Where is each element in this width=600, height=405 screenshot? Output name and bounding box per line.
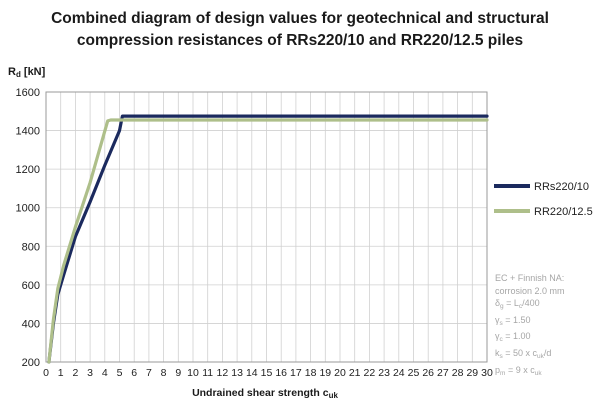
y-tick-label: 200 [22, 357, 40, 369]
chart-title-line-2: compression resistances of RRs220/10 and… [76, 32, 524, 49]
x-tick-label: 28 [452, 367, 464, 379]
x-tick-label: 27 [437, 367, 449, 379]
chart-title: Combined diagram of design values for ge… [0, 8, 600, 52]
y-tick-label: 800 [22, 241, 40, 253]
x-tick-label: 23 [378, 367, 390, 379]
x-axis-label: Undrained shear strength cuk [192, 387, 338, 400]
note-line-6: ks = 50 x cuk/d [495, 347, 552, 360]
x-tick-label: 18 [305, 367, 317, 379]
x-tick-label: 16 [275, 367, 287, 379]
y-axis-label: Rd [kN] [8, 66, 46, 79]
y-tick-label: 1600 [16, 87, 40, 99]
legend-label-2: RR220/12.5 [534, 206, 593, 218]
x-tick-label: 21 [349, 367, 361, 379]
x-tick-label: 9 [175, 367, 181, 379]
x-tick-label: 6 [131, 367, 137, 379]
design-parameters-note: EC + Finnish NA: corrosion 2.0 mm δg = L… [495, 272, 565, 380]
x-tick-label: 2 [72, 367, 78, 379]
note-line-3: δg = Lc/400 [495, 298, 540, 311]
note-line-1: EC + Finnish NA: [495, 273, 565, 283]
series-line-2 [47, 118, 489, 364]
x-tick-label: 25 [408, 367, 420, 379]
x-tick-label: 14 [246, 367, 258, 379]
x-tick-label: 24 [393, 367, 405, 379]
y-tick-label: 1000 [16, 203, 40, 215]
x-tick-label: 3 [87, 367, 93, 379]
x-tick-label: 7 [146, 367, 152, 379]
x-tick-label: 13 [231, 367, 243, 379]
x-tick-label: 30 [481, 367, 493, 379]
chart-title-line-1: Combined diagram of design values for ge… [51, 10, 549, 27]
x-tick-label: 17 [290, 367, 302, 379]
note-line-2: corrosion 2.0 mm [495, 285, 565, 296]
y-tick-label: 400 [22, 318, 40, 330]
series-line-1 [47, 114, 489, 364]
x-tick-label: 11 [202, 367, 213, 379]
note-line-4: γs = 1.50 [495, 314, 531, 327]
x-tick-label: 1 [58, 367, 64, 379]
y-tick-label: 1400 [16, 126, 40, 138]
x-tick-label: 26 [422, 367, 434, 379]
y-tick-label: 600 [22, 280, 40, 292]
note-line-5: γc = 1.00 [495, 331, 531, 344]
x-tick-label: 4 [102, 367, 108, 379]
x-tick-label: 22 [364, 367, 376, 379]
x-tick-label: 19 [319, 367, 331, 379]
x-tick-label: 8 [161, 367, 167, 379]
x-tick-label: 29 [466, 367, 478, 379]
x-tick-label: 10 [187, 367, 199, 379]
x-tick-label: 5 [117, 367, 123, 379]
legend-label-1: RRs220/10 [534, 181, 589, 193]
x-tick-label: 12 [217, 367, 229, 379]
y-tick-label: 1200 [16, 164, 40, 176]
note-line-7: pm = 9 x cuk [495, 364, 542, 377]
x-tick-label: 0 [43, 367, 49, 379]
plot-area-border [45, 91, 488, 363]
x-tick-label: 20 [334, 367, 346, 379]
x-tick-label: 15 [261, 367, 273, 379]
